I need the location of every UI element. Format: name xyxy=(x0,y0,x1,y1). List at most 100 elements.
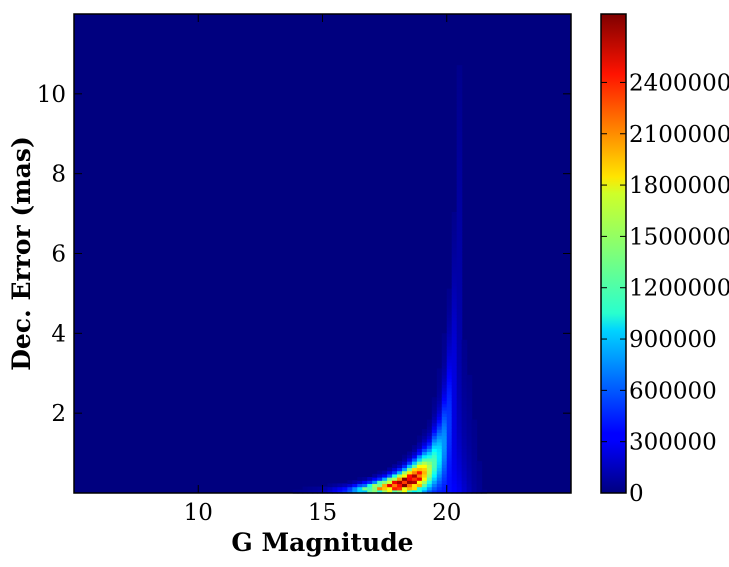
heatmap-cell xyxy=(441,368,448,373)
heatmap-cell xyxy=(446,352,453,357)
heatmap-cell xyxy=(431,464,438,469)
heatmap-cell xyxy=(456,224,463,229)
heatmap-cell xyxy=(456,263,463,267)
heatmap-cell xyxy=(402,454,408,459)
heatmap-cell xyxy=(411,457,418,462)
heatmap-cell xyxy=(411,489,418,494)
heatmap-cell xyxy=(456,103,463,108)
x-tick-label: 10 xyxy=(184,500,213,526)
heatmap-cell xyxy=(451,362,458,366)
heatmap-cell xyxy=(421,461,428,465)
heatmap-cell xyxy=(446,368,453,373)
heatmap-cell xyxy=(431,429,438,433)
heatmap-cell xyxy=(466,477,473,481)
heatmap-cell xyxy=(451,381,458,386)
heatmap-cell xyxy=(426,461,433,465)
heatmap-cell xyxy=(456,112,463,117)
heatmap-cell xyxy=(456,301,463,306)
heatmap-cell xyxy=(461,429,468,433)
heatmap-cell xyxy=(446,295,453,299)
heatmap-cell xyxy=(312,489,319,494)
heatmap-cell xyxy=(446,406,453,411)
heatmap-cell xyxy=(461,365,468,370)
heatmap-cell xyxy=(362,486,368,491)
heatmap-cell xyxy=(436,409,443,414)
heatmap-cell xyxy=(446,477,453,481)
heatmap-cell xyxy=(456,384,463,389)
heatmap-cell xyxy=(456,97,463,101)
heatmap-cell xyxy=(426,473,433,478)
heatmap-cell xyxy=(416,473,423,478)
heatmap-cell xyxy=(451,461,458,465)
heatmap-cell xyxy=(431,432,438,437)
heatmap-cell xyxy=(451,221,458,226)
heatmap-cell xyxy=(451,477,458,481)
heatmap-cell xyxy=(461,470,468,475)
heatmap-cell xyxy=(451,409,458,414)
heatmap-cell xyxy=(397,480,403,485)
heatmap-cell xyxy=(411,477,418,481)
heatmap-cell xyxy=(461,355,468,360)
heatmap-cell xyxy=(352,486,358,491)
heatmap-cell xyxy=(451,285,458,290)
heatmap-cell xyxy=(461,406,468,411)
heatmap-cell xyxy=(402,457,408,462)
heatmap-cell xyxy=(416,435,423,440)
heatmap-cell xyxy=(461,349,468,354)
heatmap-cell xyxy=(456,470,463,475)
heatmap-cell xyxy=(451,349,458,354)
heatmap-cell xyxy=(451,448,458,453)
heatmap-cell xyxy=(461,403,468,408)
heatmap-cell xyxy=(446,317,453,322)
heatmap-cell xyxy=(456,454,463,459)
heatmap-cell xyxy=(441,403,448,408)
heatmap-cell xyxy=(466,406,473,411)
heatmap-cell xyxy=(451,240,458,245)
heatmap-cell xyxy=(456,84,463,89)
heatmap-cell xyxy=(466,381,473,386)
heatmap-cell xyxy=(436,470,443,475)
heatmap-cell xyxy=(441,374,448,379)
heatmap-cell xyxy=(451,416,458,421)
heatmap-cell xyxy=(446,419,453,424)
heatmap-cell xyxy=(441,406,448,411)
heatmap-cell xyxy=(406,461,413,465)
heatmap-cell xyxy=(317,486,324,491)
heatmap-cell xyxy=(456,116,463,120)
heatmap-cell xyxy=(451,397,458,401)
y-tick-label: 6 xyxy=(51,242,66,268)
heatmap-cell xyxy=(436,438,443,443)
heatmap-cell xyxy=(362,489,368,494)
heatmap-cell xyxy=(406,480,413,485)
heatmap-cell xyxy=(367,489,373,494)
heatmap-cell xyxy=(456,285,463,290)
heatmap-cell xyxy=(451,374,458,379)
heatmap-cell xyxy=(426,438,433,443)
heatmap-cell xyxy=(362,483,368,488)
heatmap-cell xyxy=(382,480,388,485)
heatmap-cell xyxy=(446,365,453,370)
heatmap-cell xyxy=(322,486,329,491)
heatmap-cell xyxy=(461,362,468,366)
heatmap-cell xyxy=(406,477,413,481)
heatmap-cell xyxy=(451,291,458,296)
heatmap-cell xyxy=(431,409,438,414)
heatmap-cell xyxy=(411,451,418,456)
heatmap-cell xyxy=(451,279,458,283)
heatmap-cell xyxy=(446,298,453,302)
heatmap-cell xyxy=(451,486,458,491)
heatmap-cell xyxy=(441,422,448,427)
heatmap-cell xyxy=(451,355,458,360)
heatmap-cell xyxy=(441,470,448,475)
heatmap-cell xyxy=(421,445,428,449)
heatmap-cell xyxy=(456,413,463,417)
heatmap-cell xyxy=(451,307,458,312)
heatmap-cell xyxy=(441,365,448,370)
heatmap-cell xyxy=(446,336,453,341)
heatmap-cell xyxy=(461,425,468,430)
heatmap-cell xyxy=(436,394,443,398)
heatmap-cell xyxy=(377,486,383,491)
heatmap-cell xyxy=(436,371,443,376)
heatmap-cell xyxy=(446,358,453,363)
heatmap-cell xyxy=(461,461,468,465)
